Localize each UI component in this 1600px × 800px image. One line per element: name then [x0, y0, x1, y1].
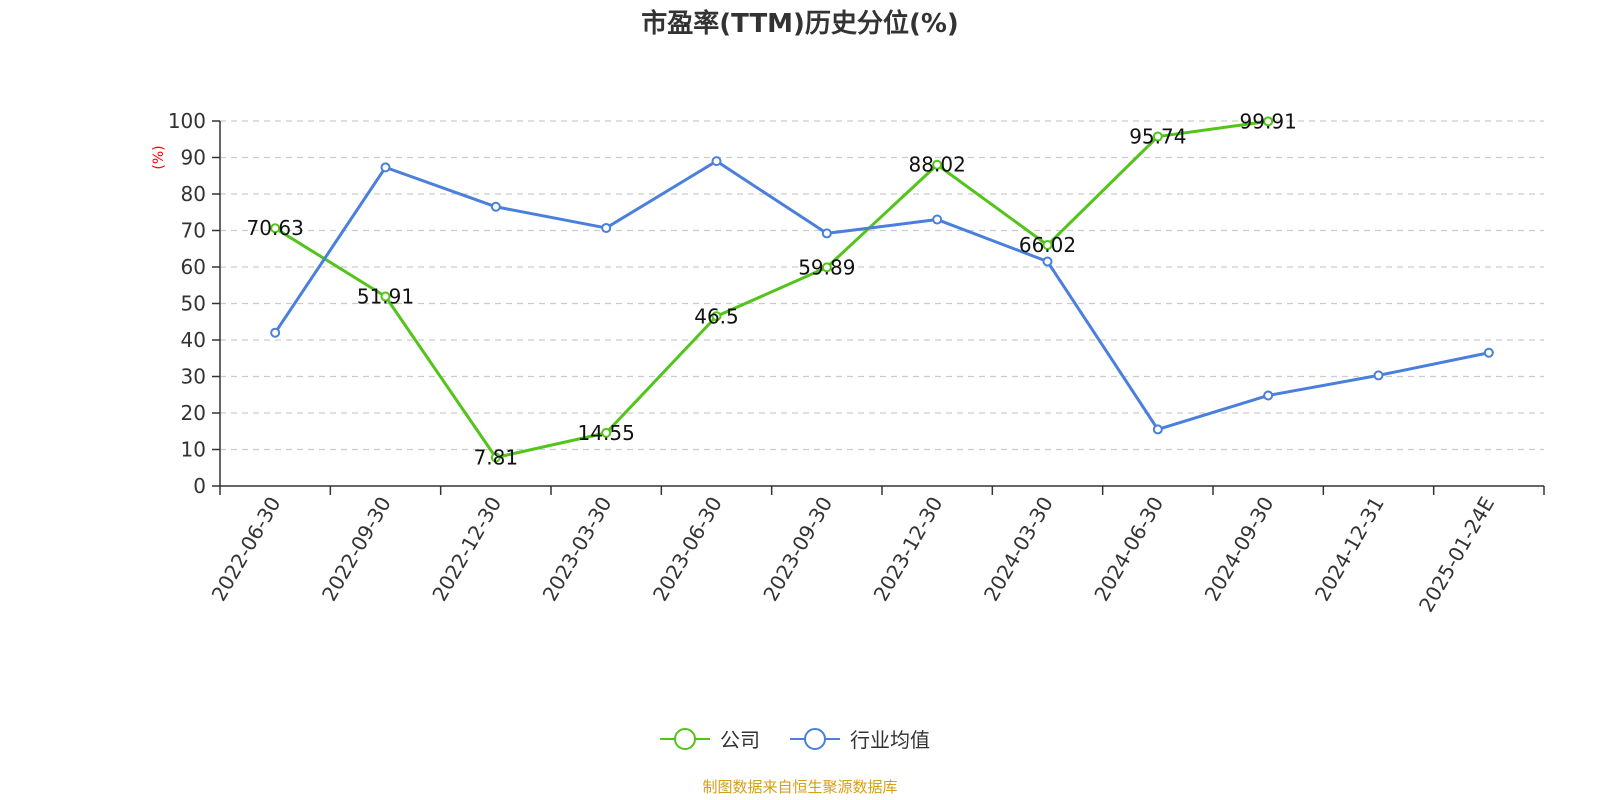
legend-item-industry-average[interactable]: 行业均值 — [790, 728, 930, 752]
data-label-company: 70.63 — [247, 216, 304, 240]
y-tick-label: 50 — [181, 292, 206, 316]
data-point-industry-average — [270, 327, 281, 338]
data-label-company: 46.5 — [694, 304, 739, 328]
source-note: 制图数据来自恒生聚源数据库 — [702, 778, 897, 796]
legend-industry-circle-icon — [804, 728, 826, 750]
data-point-company — [711, 311, 722, 322]
data-point-company — [1152, 131, 1163, 142]
data-point-company — [932, 159, 943, 170]
x-tick-label: 2022-09-30 — [317, 493, 396, 606]
data-point-company — [380, 291, 391, 302]
data-point-industry-average — [380, 162, 391, 173]
axis-layer: (%) 0 10 20 30 40 50 60 70 80 90 100 2022-06-30 2022… — [151, 109, 1545, 617]
data-point-industry-average — [932, 214, 943, 225]
legend-item-company[interactable]: 公司 — [660, 728, 760, 752]
grid-layer — [220, 120, 1544, 451]
x-tick-label: 2024-09-30 — [1200, 493, 1279, 606]
data-label-company: 95.74 — [1129, 125, 1186, 149]
y-tick-label: 70 — [181, 219, 206, 243]
data-label-company: 59.89 — [798, 255, 855, 279]
x-tick-label: 2022-06-30 — [207, 493, 286, 606]
y-axis-unit-label: (%) — [151, 145, 167, 169]
data-label-company: 7.81 — [474, 445, 519, 469]
series-layer — [270, 116, 1494, 463]
data-point-industry-average — [1483, 347, 1494, 358]
y-tick-label: 10 — [181, 438, 206, 462]
y-tick-label: 90 — [181, 146, 206, 170]
x-tick-label: 2023-09-30 — [758, 493, 837, 606]
data-point-industry-average — [1042, 256, 1053, 267]
x-tick-label: 2024-12-31 — [1310, 493, 1389, 606]
data-label-company: 66.02 — [1019, 233, 1076, 257]
data-label-company: 88.02 — [909, 153, 966, 177]
y-tick-label: 20 — [181, 401, 206, 425]
data-point-industry-average — [1263, 390, 1274, 401]
data-label-layer: 70.63 51.91 7.81 14.55 46.5 59.89 88.02 66.02 95… — [247, 109, 1297, 469]
legend-company-circle-icon — [674, 728, 696, 750]
x-tick-label: 2025-01-24E — [1414, 493, 1499, 617]
data-point-industry-average — [821, 228, 832, 239]
legend-industry-label: 行业均值 — [850, 728, 930, 752]
data-label-company: 99.91 — [1240, 109, 1297, 133]
y-tick-label: 30 — [181, 365, 206, 389]
data-point-company — [1263, 116, 1274, 127]
y-tick-label: 80 — [181, 182, 206, 206]
legend-company-label: 公司 — [720, 728, 760, 752]
legend: 公司 行业均值 — [660, 728, 930, 752]
x-tick-label: 2024-06-30 — [1089, 493, 1168, 606]
data-label-company: 51.91 — [357, 285, 414, 309]
data-point-company — [1042, 240, 1053, 251]
x-tick-label: 2022-12-30 — [427, 493, 506, 606]
chart-title: 市盈率(TTM)历史分位(%) — [641, 8, 959, 39]
data-point-industry-average — [1373, 370, 1384, 381]
x-tick-label: 2023-06-30 — [648, 493, 727, 606]
data-point-industry-average — [1152, 424, 1163, 435]
data-point-company — [490, 452, 501, 463]
data-point-company — [821, 262, 832, 273]
y-tick-label: 40 — [181, 328, 206, 352]
data-point-industry-average — [711, 156, 722, 167]
data-point-company — [601, 427, 612, 438]
x-tick-label: 2023-03-30 — [538, 493, 617, 606]
series-line-industry-average — [273, 159, 1490, 431]
data-point-company — [270, 223, 281, 234]
x-tick-label: 2023-12-30 — [869, 493, 948, 606]
data-point-industry-average — [490, 201, 501, 212]
y-tick-label: 100 — [168, 109, 206, 133]
x-tick-label: 2024-03-30 — [979, 493, 1058, 606]
y-tick-label: 60 — [181, 255, 206, 279]
y-tick-label: 0 — [193, 474, 206, 498]
series-line-company — [274, 119, 1269, 459]
data-point-industry-average — [601, 222, 612, 233]
data-label-company: 14.55 — [578, 421, 635, 445]
